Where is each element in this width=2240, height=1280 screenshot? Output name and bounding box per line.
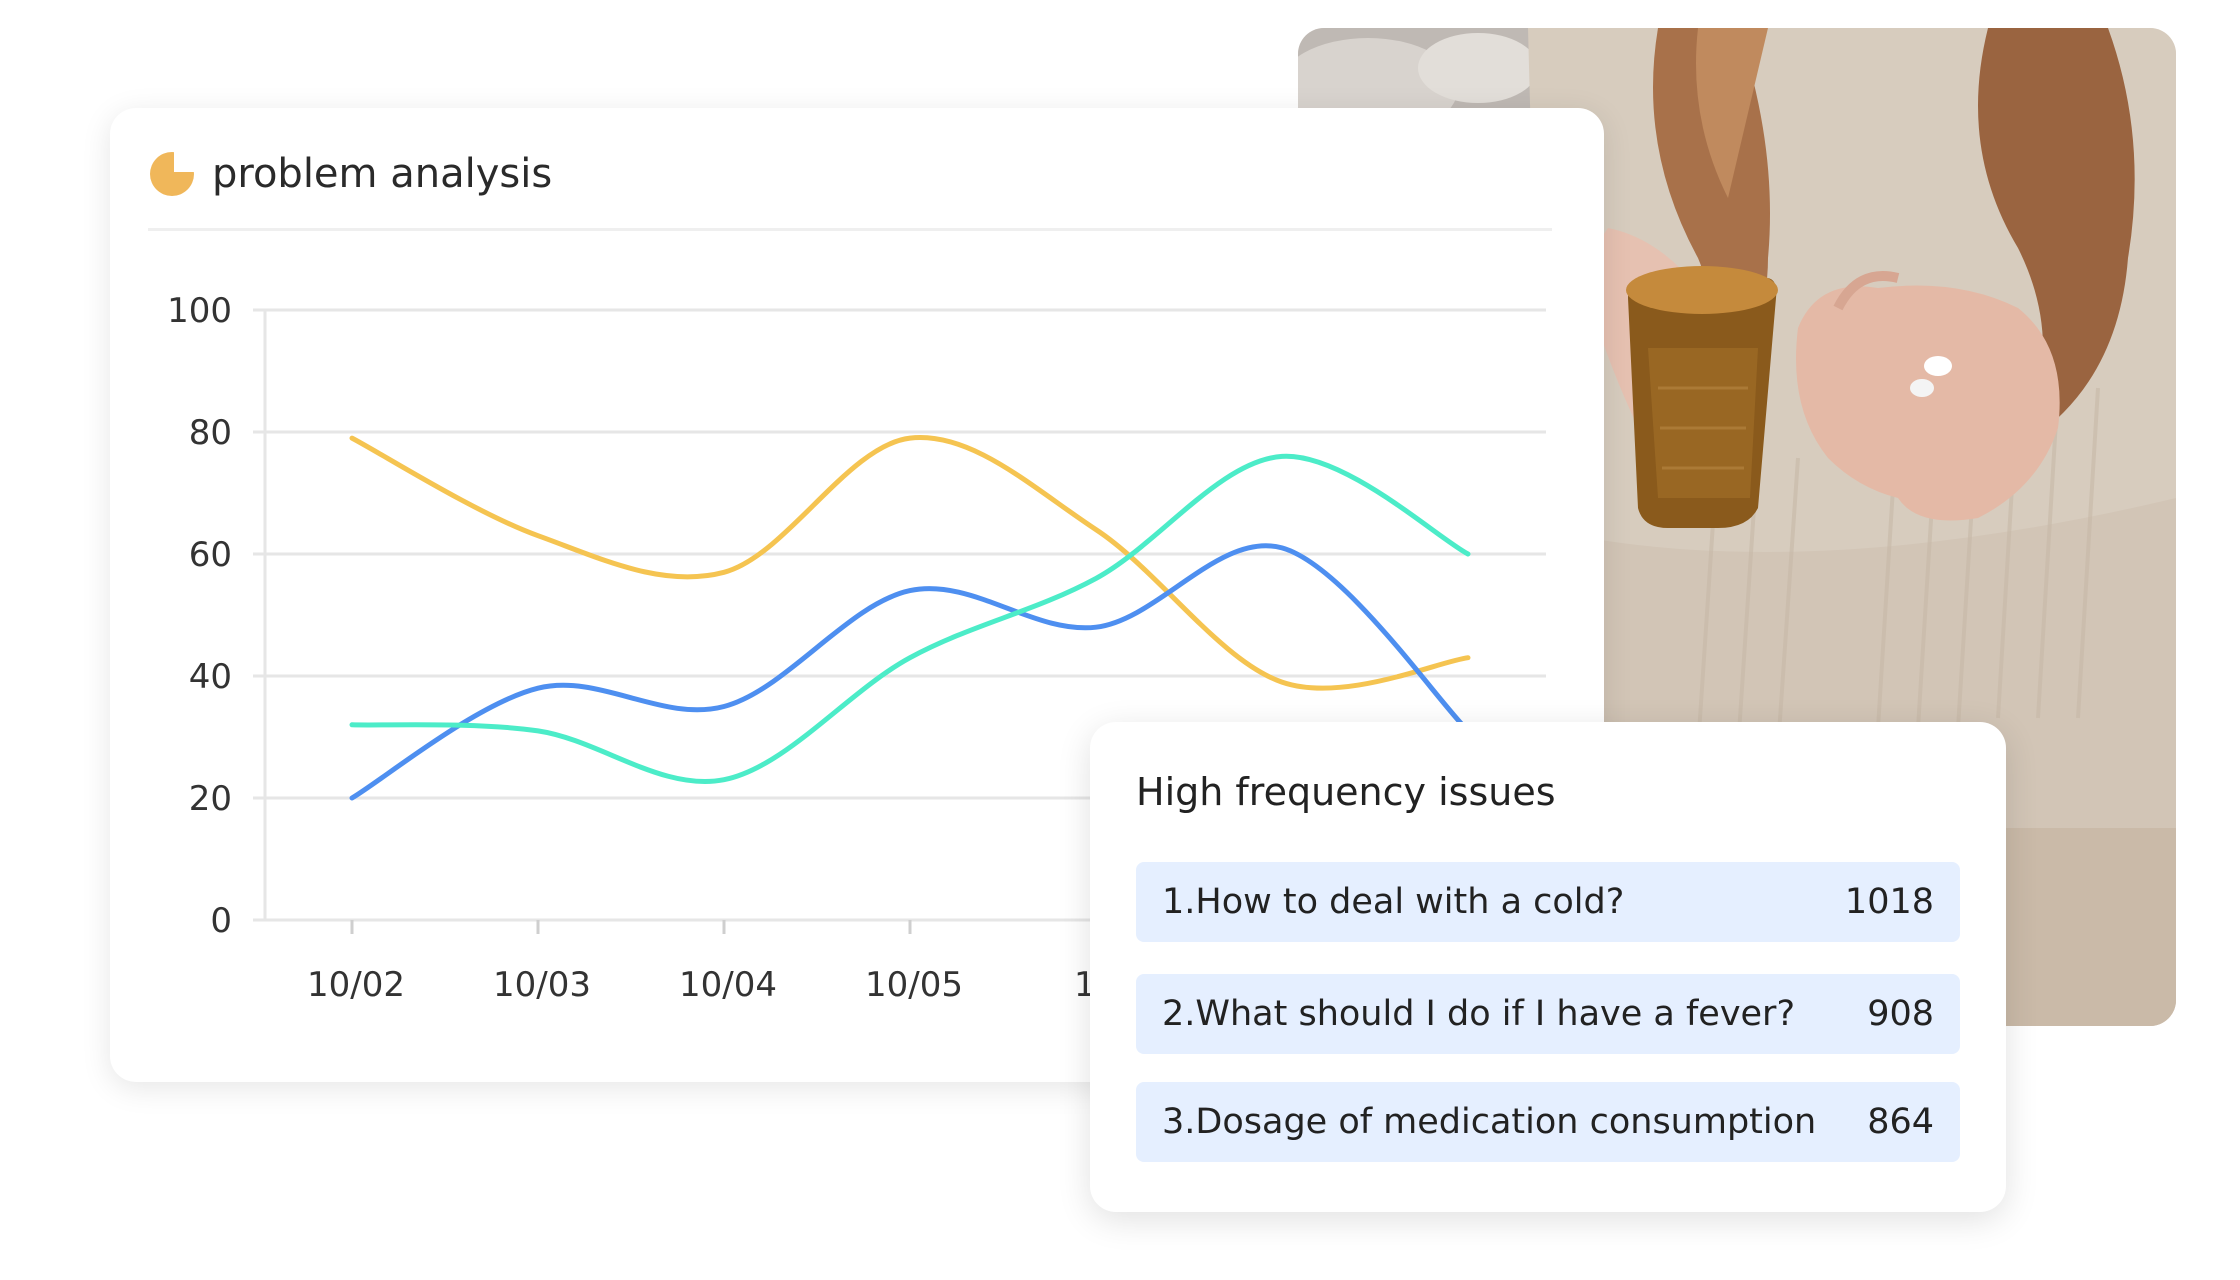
chart-axes — [263, 310, 1098, 934]
issue-row[interactable]: 1.How to deal with a cold? 1018 — [1136, 862, 1960, 942]
issue-row[interactable]: 2.What should I do if I have a fever? 90… — [1136, 974, 1960, 1054]
x-tick-label: 10/02 — [307, 965, 405, 1005]
issue-count: 1018 — [1844, 882, 1934, 922]
y-tick-label: 0 — [210, 901, 232, 941]
y-tick-label: 60 — [189, 535, 232, 575]
issue-label: 2.What should I do if I have a fever? — [1162, 994, 1796, 1034]
series-line — [349, 543, 1471, 801]
x-tick-label: 10/04 — [679, 965, 777, 1005]
y-tick-label: 40 — [189, 657, 232, 697]
issue-row[interactable]: 3.Dosage of medication consumption 864 — [1136, 1082, 1960, 1162]
card-title: problem analysis — [212, 151, 553, 197]
card-header: problem analysis — [148, 144, 1552, 231]
chart-grid — [253, 308, 1546, 922]
y-tick-label: 20 — [189, 779, 232, 819]
pie-chart-icon — [150, 150, 196, 196]
high-frequency-issues-card: High frequency issues 1.How to deal with… — [1090, 722, 2006, 1212]
x-tick-label: 10/05 — [865, 965, 963, 1005]
x-tick-label: 10/03 — [493, 965, 591, 1005]
issue-label: 1.How to deal with a cold? — [1162, 882, 1625, 922]
issue-count: 864 — [1867, 1102, 1934, 1142]
issue-label: 3.Dosage of medication consumption — [1162, 1102, 1817, 1142]
issue-count: 908 — [1867, 994, 1934, 1034]
issues-title: High frequency issues — [1136, 770, 1556, 814]
y-tick-label: 100 — [167, 291, 232, 331]
y-tick-label: 80 — [189, 413, 232, 453]
chart-series — [349, 435, 1471, 801]
series-line — [349, 435, 1471, 691]
series-line — [349, 453, 1471, 784]
